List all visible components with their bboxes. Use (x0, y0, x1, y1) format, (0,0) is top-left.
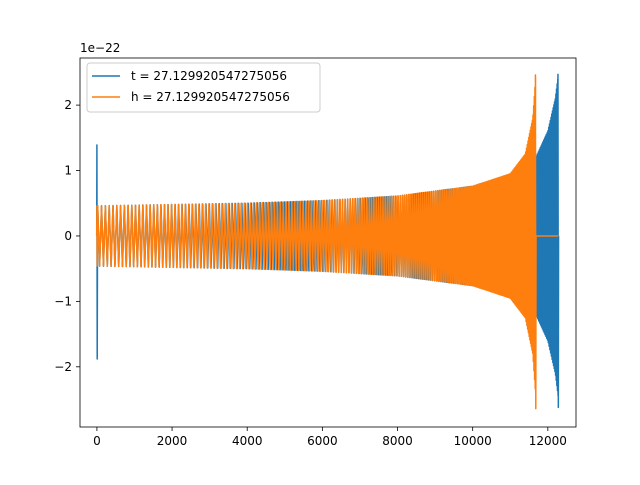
series-line-h (95, 74, 559, 410)
y-tick-label: 1 (64, 164, 72, 178)
legend-label-h: h = 27.129920547275056 (131, 90, 290, 104)
x-tick-label: 0 (93, 434, 101, 448)
x-tick-label: 10000 (454, 434, 492, 448)
series-layer (95, 73, 560, 410)
y-tick-label: 0 (64, 229, 72, 243)
legend-label-t: t = 27.129920547275056 (131, 69, 287, 83)
y-offset-label: 1e−22 (80, 41, 120, 55)
x-tick-label: 8000 (382, 434, 413, 448)
x-tick-label: 12000 (529, 434, 567, 448)
x-tick-label: 6000 (307, 434, 338, 448)
y-axis: −2 −1 0 1 2 (54, 98, 80, 374)
y-tick-label: −1 (54, 294, 72, 308)
x-tick-label: 2000 (157, 434, 188, 448)
x-axis: 0 2000 4000 6000 8000 10000 12000 (93, 427, 567, 448)
plot-frame (79, 57, 577, 428)
legend: t = 27.129920547275056 h = 27.1299205472… (86, 62, 321, 113)
y-tick-label: −2 (54, 360, 72, 374)
x-tick-label: 4000 (232, 434, 263, 448)
legend-box (86, 62, 321, 113)
y-tick-label: 2 (64, 98, 72, 112)
